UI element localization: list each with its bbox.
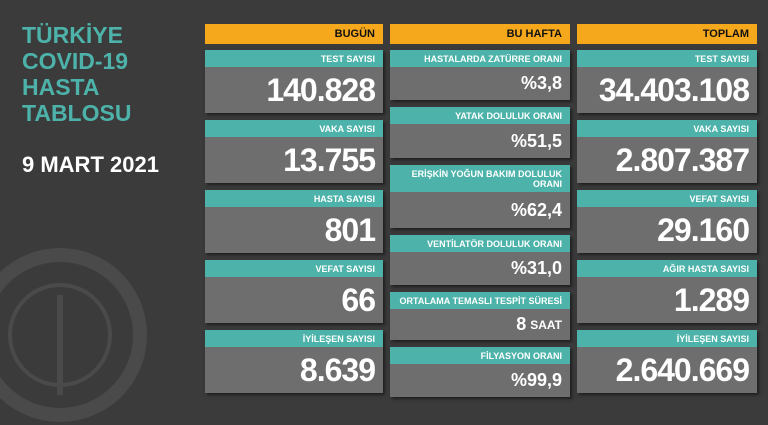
stat-value: 8 bbox=[516, 314, 527, 334]
stat-value-box: %3,8 bbox=[390, 67, 570, 100]
stat-value-box: 13.755 bbox=[205, 137, 383, 183]
stat-value: %62,4 bbox=[510, 199, 562, 220]
stat-card: VAKA SAYISI 2.807.387 bbox=[577, 120, 757, 183]
stat-value: %31,0 bbox=[510, 258, 562, 278]
stat-label: VEFAT SAYISI bbox=[577, 190, 757, 207]
stat-label: TEST SAYISI bbox=[577, 50, 757, 67]
stat-card: İYİLEŞEN SAYISI 8.639 bbox=[205, 330, 383, 393]
stat-label: VENTİLATÖR DOLULUK ORANI bbox=[390, 235, 570, 252]
title-line: HASTA bbox=[22, 74, 100, 100]
stat-card: YATAK DOLULUK ORANI %51,5 bbox=[390, 107, 570, 158]
stat-value: 34.403.108 bbox=[598, 71, 750, 108]
stat-value-box: 2.807.387 bbox=[577, 137, 757, 183]
stat-value: %99,9 bbox=[510, 370, 562, 390]
stat-label: TEST SAYISI bbox=[205, 50, 383, 67]
title-line: COVID-19 bbox=[22, 48, 129, 74]
stat-label: ERİŞKİN YOĞUN BAKIM DOLULUK ORANI bbox=[390, 165, 570, 192]
column-header: TOPLAM bbox=[577, 24, 757, 44]
stat-value: 1.289 bbox=[673, 281, 750, 318]
stat-unit: SAAT bbox=[530, 317, 562, 332]
stat-value-box: %51,5 bbox=[390, 124, 570, 158]
column-header: BU HAFTA bbox=[390, 24, 570, 44]
stat-card: VEFAT SAYISI 66 bbox=[205, 260, 383, 323]
stat-label: VAKA SAYISI bbox=[577, 120, 757, 137]
stat-label: ORTALAMA TEMASLI TESPİT SÜRESİ bbox=[390, 292, 570, 309]
stat-value-box: %99,9 bbox=[390, 364, 570, 397]
stat-value-box: 66 bbox=[205, 277, 383, 323]
stat-value: 8.639 bbox=[299, 351, 376, 388]
stat-label: HASTALARDA ZATÜRRE ORANI bbox=[390, 50, 570, 67]
column-header: BUGÜN bbox=[205, 24, 383, 44]
date: 9 MART 2021 bbox=[22, 152, 159, 177]
stat-value: 2.807.387 bbox=[615, 141, 750, 178]
stat-value: 140.828 bbox=[266, 71, 376, 108]
title: TÜRKİYE COVID-19 HASTA TABLOSU bbox=[22, 22, 131, 126]
stat-value: 29.160 bbox=[657, 211, 750, 248]
title-line: TABLOSU bbox=[22, 100, 132, 126]
stat-value-box: 1.289 bbox=[577, 277, 757, 323]
emblem-ring bbox=[0, 248, 147, 422]
title-line: TÜRKİYE bbox=[22, 22, 123, 48]
stat-value-box: 801 bbox=[205, 207, 383, 253]
stat-card: TEST SAYISI 140.828 bbox=[205, 50, 383, 113]
stat-label: VEFAT SAYISI bbox=[205, 260, 383, 277]
stat-card: HASTALARDA ZATÜRRE ORANI %3,8 bbox=[390, 50, 570, 100]
stat-card: VEFAT SAYISI 29.160 bbox=[577, 190, 757, 253]
stat-value-box: 2.640.669 bbox=[577, 347, 757, 393]
stat-label: AĞIR HASTA SAYISI bbox=[577, 260, 757, 277]
stat-card: VAKA SAYISI 13.755 bbox=[205, 120, 383, 183]
stat-card: HASTA SAYISI 801 bbox=[205, 190, 383, 253]
stat-card: FİLYASYON ORANI %99,9 bbox=[390, 347, 570, 397]
stat-value: 66 bbox=[341, 281, 376, 318]
stat-value-box: %62,4 bbox=[390, 192, 570, 228]
stat-value: 801 bbox=[324, 211, 376, 248]
stat-label: FİLYASYON ORANI bbox=[390, 347, 570, 364]
emblem bbox=[0, 248, 147, 422]
stat-value-box: 140.828 bbox=[205, 67, 383, 113]
stat-card: AĞIR HASTA SAYISI 1.289 bbox=[577, 260, 757, 323]
stat-card: ERİŞKİN YOĞUN BAKIM DOLULUK ORANI %62,4 bbox=[390, 165, 570, 228]
stat-value: %51,5 bbox=[510, 130, 562, 151]
stat-value: 13.755 bbox=[283, 141, 376, 178]
stat-value-box: 34.403.108 bbox=[577, 67, 757, 113]
stat-value-box: 29.160 bbox=[577, 207, 757, 253]
stat-value-box: 8 SAAT bbox=[390, 309, 570, 340]
stat-card: ORTALAMA TEMASLI TESPİT SÜRESİ 8 SAAT bbox=[390, 292, 570, 340]
stat-value-box: 8.639 bbox=[205, 347, 383, 393]
stat-label: İYİLEŞEN SAYISI bbox=[577, 330, 757, 347]
stat-card: İYİLEŞEN SAYISI 2.640.669 bbox=[577, 330, 757, 393]
stat-value-box: %31,0 bbox=[390, 252, 570, 285]
stat-value: 2.640.669 bbox=[615, 351, 750, 388]
stat-label: YATAK DOLULUK ORANI bbox=[390, 107, 570, 124]
stat-card: VENTİLATÖR DOLULUK ORANI %31,0 bbox=[390, 235, 570, 285]
stat-label: VAKA SAYISI bbox=[205, 120, 383, 137]
stat-card: TEST SAYISI 34.403.108 bbox=[577, 50, 757, 113]
stat-label: İYİLEŞEN SAYISI bbox=[205, 330, 383, 347]
stat-label: HASTA SAYISI bbox=[205, 190, 383, 207]
stat-value: %3,8 bbox=[520, 73, 562, 93]
